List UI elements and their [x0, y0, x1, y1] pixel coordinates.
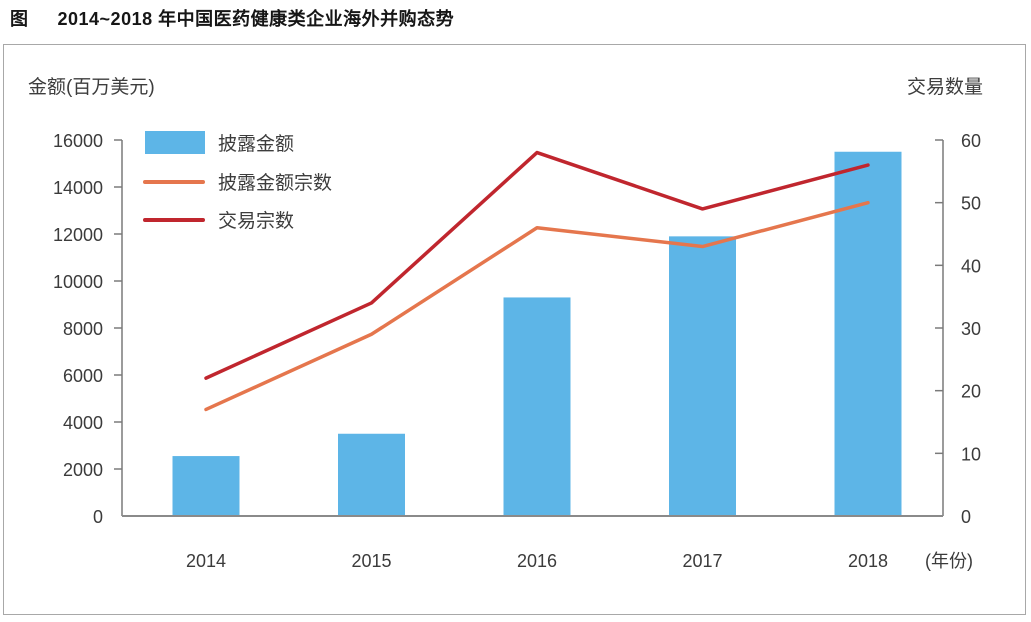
legend-label-transaction-count: 交易宗数	[218, 211, 295, 232]
figure-title-text: 2014~2018 年中国医药健康类企业海外并购态势	[57, 9, 455, 29]
right-axis-title: 交易数量	[906, 77, 983, 98]
legend-item-transaction-count: 交易宗数	[143, 208, 295, 232]
figure-title: 图 2014~2018 年中国医药健康类企业海外并购态势	[10, 5, 454, 31]
legend-swatch-red-line	[143, 217, 205, 222]
legend-label-disclosed-amount: 披露金额	[218, 134, 295, 155]
legend-label-disclosed-deal-count: 披露金额宗数	[218, 173, 333, 194]
figure-title-prefix: 图	[10, 9, 29, 29]
legend-item-disclosed-amount: 披露金额	[145, 129, 294, 156]
legend-swatch-bar	[145, 131, 205, 154]
left-axis-title: 金额(百万美元)	[28, 77, 155, 98]
legend-item-disclosed-deal-count: 披露金额宗数	[143, 170, 333, 194]
legend-swatch-orange-line	[143, 179, 205, 184]
